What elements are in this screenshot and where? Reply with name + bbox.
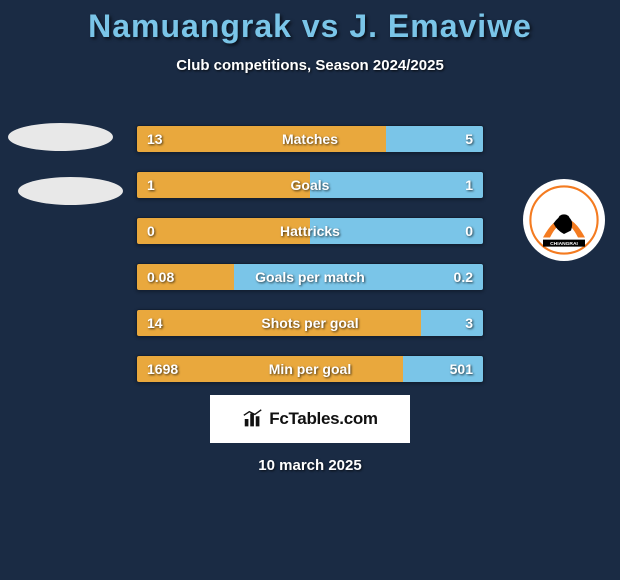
stat-row-matches: 13 Matches 5 — [136, 125, 484, 153]
stat-name-label: Goals per match — [137, 264, 483, 290]
stat-name-label: Matches — [137, 126, 483, 152]
fctables-logo-text: FcTables.com — [269, 409, 378, 429]
stat-name-label: Shots per goal — [137, 310, 483, 336]
stat-row-min-per-goal: 1698 Min per goal 501 — [136, 355, 484, 383]
fctables-logo[interactable]: FcTables.com — [210, 395, 410, 443]
stat-row-hattricks: 0 Hattricks 0 — [136, 217, 484, 245]
stat-right-value: 0.2 — [444, 264, 483, 290]
stat-right-value: 1 — [455, 172, 483, 198]
stat-row-goals: 1 Goals 1 — [136, 171, 484, 199]
stat-name-label: Min per goal — [137, 356, 483, 382]
stat-name-label: Hattricks — [137, 218, 483, 244]
svg-text:CHIANGRAI: CHIANGRAI — [550, 241, 578, 247]
club-badge-right: CHIANGRAI — [523, 179, 605, 261]
comparison-subtitle: Club competitions, Season 2024/2025 — [0, 57, 620, 74]
stat-right-value: 3 — [455, 310, 483, 336]
stat-right-value: 5 — [455, 126, 483, 152]
stat-right-value: 501 — [440, 356, 483, 382]
chart-icon — [242, 408, 264, 430]
chiangrai-badge-icon: CHIANGRAI — [529, 185, 599, 255]
snapshot-date: 10 march 2025 — [0, 457, 620, 474]
stat-row-shots-per-goal: 14 Shots per goal 3 — [136, 309, 484, 337]
stat-row-goals-per-match: 0.08 Goals per match 0.2 — [136, 263, 484, 291]
stats-bars-container: 13 Matches 5 1 Goals 1 0 Hattricks 0 0.0… — [136, 125, 484, 401]
stat-right-value: 0 — [455, 218, 483, 244]
player-left-avatar-placeholder-1 — [8, 123, 113, 151]
player-left-avatar-placeholder-2 — [18, 177, 123, 205]
stat-name-label: Goals — [137, 172, 483, 198]
comparison-title: Namuangrak vs J. Emaviwe — [0, 0, 620, 45]
